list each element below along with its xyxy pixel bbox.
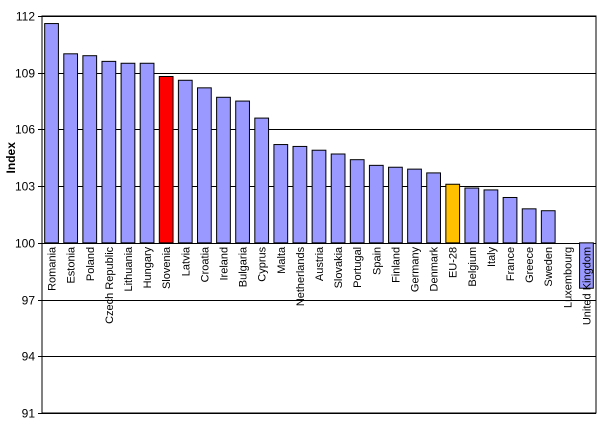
bar-malta — [273, 144, 289, 244]
category-label-finland: Finland — [390, 247, 402, 283]
bar-latvia — [177, 79, 193, 244]
category-label-croatia: Croatia — [199, 246, 211, 282]
category-label-romania: Romania — [47, 246, 59, 291]
category-label-ireland: Ireland — [219, 247, 231, 281]
y-tick-label: 112 — [16, 10, 35, 24]
bar-croatia — [197, 87, 212, 244]
y-tick-label: 91 — [22, 407, 36, 421]
bar-austria — [311, 149, 327, 244]
category-label-poland: Poland — [85, 247, 97, 281]
category-label-cyprus: Cyprus — [257, 246, 269, 281]
category-label-hungary: Hungary — [142, 246, 154, 288]
bar-ireland — [216, 96, 231, 244]
bar-poland — [82, 55, 98, 244]
category-label-czech-republic: Czech Republic — [104, 246, 116, 324]
bar-belgium — [464, 187, 480, 244]
bar-united-kingdom — [579, 242, 594, 289]
y-tick-label: 106 — [15, 123, 35, 137]
category-label-spain: Spain — [371, 247, 383, 275]
y-tick-label: 103 — [15, 180, 35, 194]
bar-finland — [388, 166, 403, 244]
bar-slovakia — [330, 153, 346, 244]
category-label-eu-28: EU-28 — [448, 247, 460, 278]
y-axis-title: Index — [4, 142, 18, 174]
category-label-luxembourg: Luxembourg — [562, 247, 574, 308]
bar-czech-republic — [101, 60, 117, 244]
bar-cyprus — [254, 117, 270, 244]
plot-area-frame — [41, 15, 597, 414]
bar-spain — [368, 164, 384, 244]
bar-italy — [483, 189, 499, 244]
category-label-estonia: Estonia — [66, 246, 78, 284]
category-label-denmark: Denmark — [429, 246, 441, 291]
y-axis-ticks: 91 94 97 100 103 106 109 112 — [15, 10, 42, 421]
category-label-belgium: Belgium — [467, 247, 479, 287]
bar-france — [502, 196, 518, 244]
bar-netherlands — [292, 145, 308, 244]
category-label-lithuania: Lithuania — [123, 246, 135, 292]
y-tick-label: 97 — [22, 294, 36, 308]
category-labels: Romania Estonia Poland Czech Republic Lithua… — [47, 246, 594, 325]
category-label-greece: Greece — [524, 247, 536, 283]
category-label-sweden: Sweden — [543, 247, 555, 287]
bar-estonia — [63, 53, 79, 244]
category-label-france: France — [505, 247, 517, 281]
y-tick-label: 100 — [15, 237, 35, 251]
bar-bulgaria — [235, 100, 250, 244]
bar-germany — [407, 168, 422, 244]
category-label-bulgaria: Bulgaria — [238, 246, 250, 287]
category-label-latvia: Latvia — [180, 246, 192, 276]
y-tick-label: 109 — [15, 67, 35, 81]
category-label-netherlands: Netherlands — [295, 246, 307, 306]
category-label-slovenia: Slovenia — [161, 246, 173, 289]
category-label-italy: Italy — [486, 246, 498, 267]
bar-lithuania — [120, 62, 136, 244]
bars — [44, 23, 594, 289]
bar-sweden — [540, 210, 556, 244]
category-label-portugal: Portugal — [352, 247, 364, 288]
category-label-united-kingdom: United Kingdom — [581, 247, 593, 325]
y-tick-label: 94 — [22, 350, 36, 364]
bar-hungary — [139, 62, 155, 244]
bar-greece — [521, 208, 537, 244]
category-label-slovakia: Slovakia — [333, 246, 345, 288]
category-label-malta: Malta — [276, 246, 288, 274]
bar-portugal — [349, 159, 365, 244]
category-label-austria: Austria — [314, 246, 326, 281]
bar-eu-28 — [445, 183, 461, 244]
bar-denmark — [426, 172, 441, 244]
bar-romania — [44, 23, 59, 244]
bar-slovenia — [158, 76, 174, 244]
category-label-germany: Germany — [410, 246, 422, 292]
